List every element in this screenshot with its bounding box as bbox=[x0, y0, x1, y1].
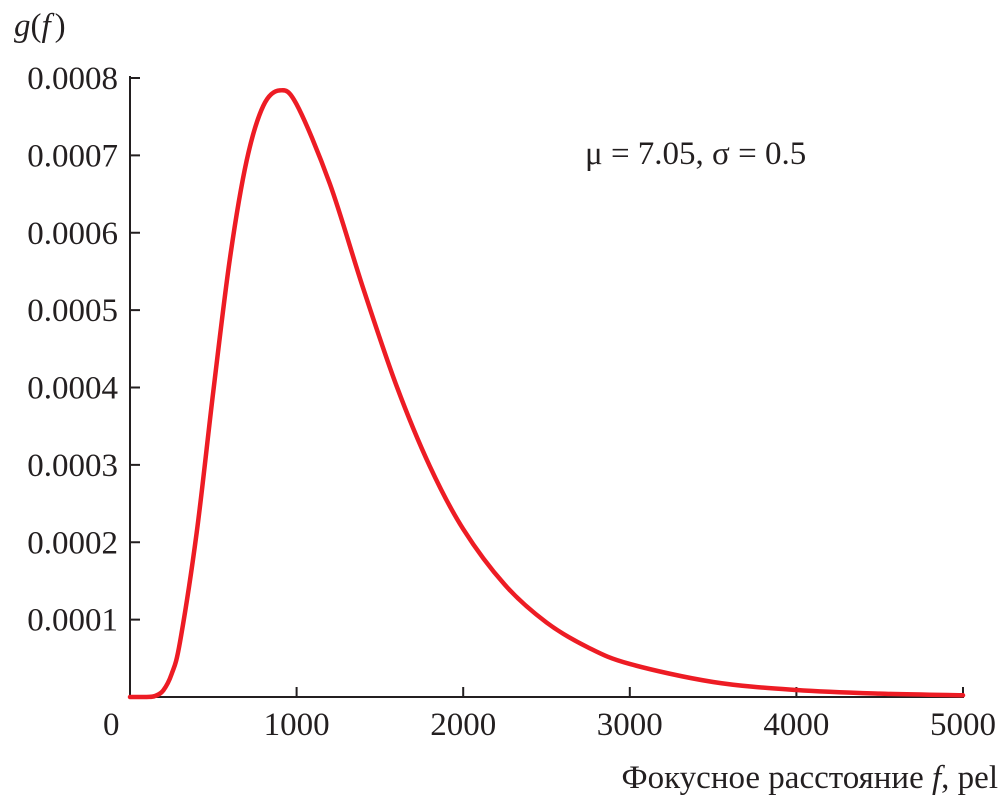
x-tick-label: 0 bbox=[103, 707, 120, 743]
x-ticks: 0 1000 2000 3000 4000 5000 bbox=[103, 687, 996, 743]
y-tick-label: 0.0002 bbox=[27, 525, 118, 561]
y-tick-label: 0.0006 bbox=[27, 216, 118, 252]
series-line bbox=[127, 88, 966, 700]
x-tick-label: 3000 bbox=[597, 707, 663, 743]
x-tick-label: 5000 bbox=[930, 707, 996, 743]
y-tick-label: 0.0008 bbox=[27, 61, 118, 97]
axes bbox=[129, 76, 964, 698]
y-tick-label: 0.0003 bbox=[27, 448, 118, 484]
x-axis-label: Фокусное расстояние f, pel bbox=[622, 760, 998, 796]
y-tick-label: 0.0004 bbox=[27, 371, 118, 407]
y-ticks: 0.0001 0.0002 0.0003 0.0004 0.0005 0.0006 0.00… bbox=[27, 61, 140, 639]
x-tick-label: 4000 bbox=[763, 707, 829, 743]
y-tick-label: 0.0001 bbox=[27, 603, 118, 639]
x-tick-label: 1000 bbox=[264, 707, 330, 743]
y-axis-label: g(f) bbox=[14, 8, 66, 44]
y-tick-label: 0.0007 bbox=[27, 138, 118, 174]
annotation: μ = 7.05, σ = 0.5 bbox=[585, 136, 806, 172]
x-tick-label: 2000 bbox=[430, 707, 496, 743]
y-tick-label: 0.0005 bbox=[27, 293, 118, 329]
